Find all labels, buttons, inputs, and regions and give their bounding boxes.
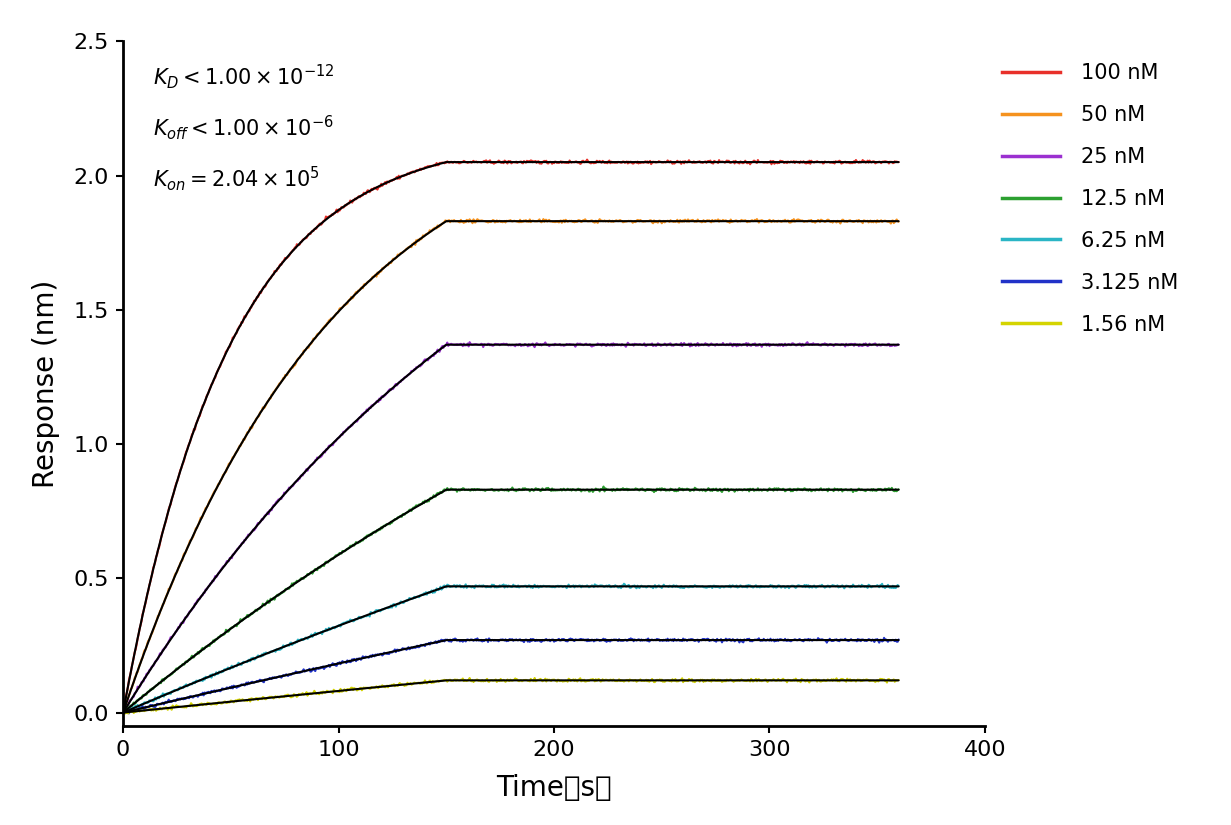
Y-axis label: Response (nm): Response (nm) [32,280,60,488]
X-axis label: Time（s）: Time（s） [496,774,612,802]
Legend: 100 nM, 50 nM, 25 nM, 12.5 nM, 6.25 nM, 3.125 nM, 1.56 nM: 100 nM, 50 nM, 25 nM, 12.5 nM, 6.25 nM, … [993,55,1187,343]
Text: $K_D<1.00\times10^{-12}$
$K_{off}<1.00\times10^{-6}$
$K_{on}=2.04\times10^5$: $K_D<1.00\times10^{-12}$ $K_{off}<1.00\t… [153,62,335,193]
